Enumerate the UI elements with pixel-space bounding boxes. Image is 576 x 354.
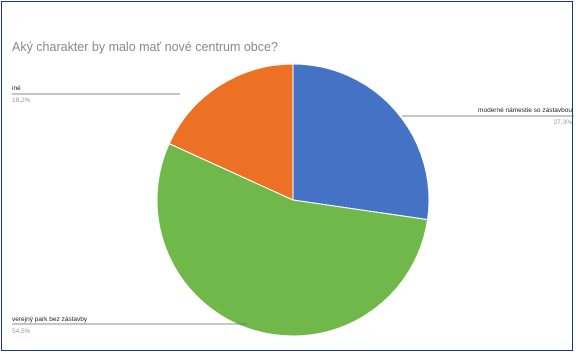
slice-label-verejny-park: verejný park bez zástavby [12,316,88,323]
pie-slice-verejny-park [156,142,429,337]
slice-label-moderne-namestie: moderné námestie so zástavbou [478,107,572,114]
slice-label-ine: iné [12,85,21,92]
slice-percent-ine: 18,2% [12,97,31,104]
chart-title: Aký charakter by malo mať nové centrum o… [12,40,278,54]
slice-percent-moderne-namestie: 27,3% [554,119,573,126]
slice-percent-verejny-park: 54,5% [12,328,31,335]
pie-slice-ine [168,63,294,201]
pie-slice-moderne-namestie [292,63,430,221]
